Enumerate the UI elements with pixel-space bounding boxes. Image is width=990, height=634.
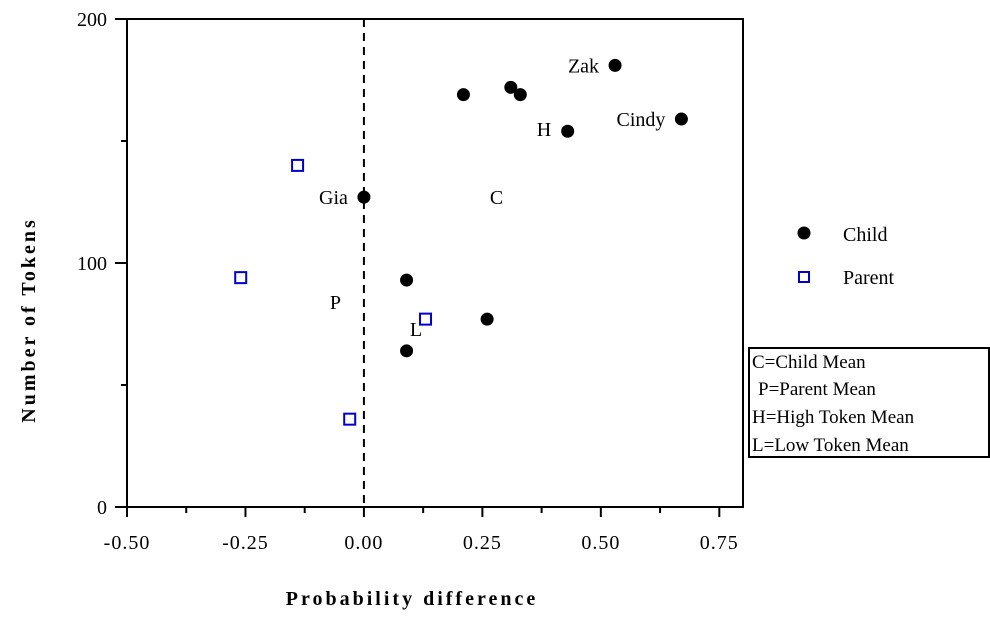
mean-marker: L [410, 319, 422, 341]
point-label: Gia [319, 187, 348, 209]
x-tick-label: 0.50 [581, 532, 620, 554]
legend: Child Parent [797, 224, 895, 289]
child-point [504, 80, 518, 94]
key-line-high-token-mean: H=High Token Mean [752, 407, 915, 428]
y-axis-title: Number of Tokens [18, 217, 40, 422]
child-point [400, 273, 414, 287]
legend-child-marker [797, 226, 811, 240]
parent-point [343, 412, 357, 426]
parent-point [291, 158, 305, 172]
x-tick-label: -0.50 [104, 532, 151, 554]
point-labels: Zak Cindy Gia C P H L [319, 55, 665, 341]
x-tick-label: 0.75 [700, 532, 739, 554]
legend-child-label: Child [843, 224, 887, 246]
child-point [513, 88, 527, 102]
mean-marker: C [490, 187, 503, 209]
mean-key-box: C=Child Mean P=Parent Mean H=High Token … [748, 347, 990, 458]
legend-parent-marker [798, 271, 810, 283]
x-tick-label: 0.00 [344, 532, 383, 554]
child-point [456, 88, 470, 102]
y-axis: 0 100 200 [77, 9, 127, 519]
data-points [234, 58, 688, 426]
child-point [674, 112, 688, 126]
legend-parent-label: Parent [843, 267, 895, 289]
parent-point [234, 271, 248, 285]
plot-frame [126, 18, 744, 508]
x-tick-label: 0.25 [463, 532, 502, 554]
mean-marker: P [330, 292, 341, 314]
mean-key-frame [748, 347, 990, 458]
y-tick-label: 100 [77, 253, 107, 275]
child-point [608, 58, 622, 72]
x-axis-title: Probability difference [286, 588, 538, 610]
parent-point [419, 312, 433, 326]
x-axis: -0.50 -0.25 0.00 0.25 0.50 0.75 [104, 507, 739, 554]
key-line-low-token-mean: L=Low Token Mean [752, 435, 909, 456]
mean-marker: H [537, 119, 551, 141]
x-tick-label: -0.25 [222, 532, 269, 554]
child-point [400, 344, 414, 358]
child-point [357, 190, 371, 204]
y-tick-label: 200 [77, 9, 107, 31]
y-tick-label: 0 [97, 497, 107, 519]
child-point [561, 124, 575, 138]
plot-area [126, 18, 744, 508]
child-point [480, 312, 494, 326]
point-label: Zak [568, 55, 599, 77]
point-label: Cindy [616, 109, 665, 131]
key-line-child-mean: C=Child Mean [752, 352, 866, 373]
key-line-parent-mean: P=Parent Mean [758, 379, 876, 400]
